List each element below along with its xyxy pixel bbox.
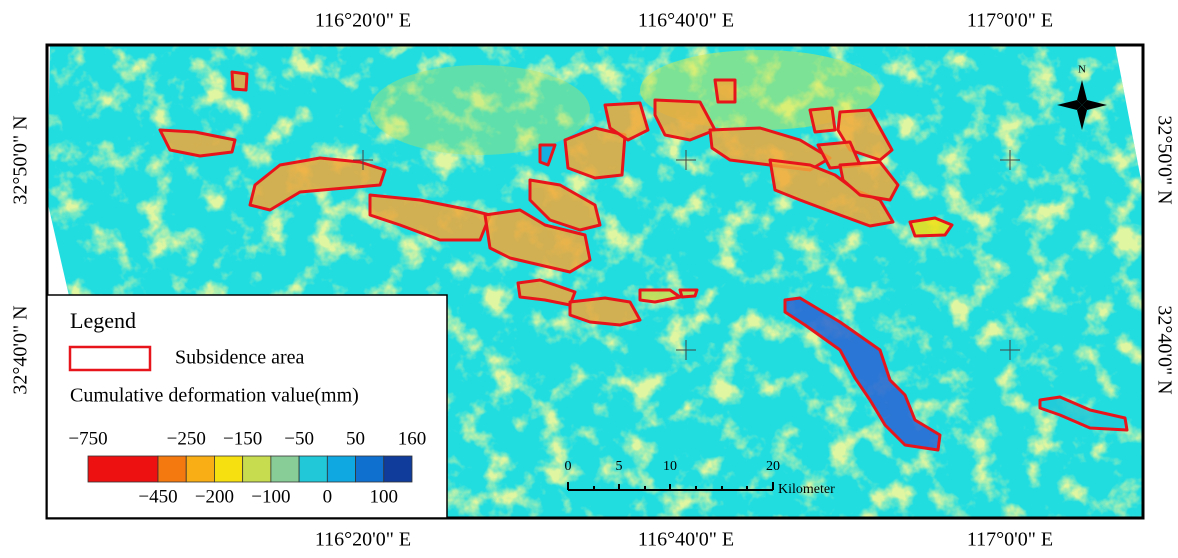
scale-tick-label: 5 <box>616 459 623 474</box>
colorbar-swatch <box>186 456 214 482</box>
colorbar-swatch <box>158 456 186 482</box>
colorbar-swatch <box>384 456 412 482</box>
colorbar-swatch <box>327 456 355 482</box>
colorbar-swatch <box>88 456 158 482</box>
colorbar-label: −200 <box>195 486 234 507</box>
longitude-label: 116°20'0" E <box>315 529 411 551</box>
longitude-label: 117°0'0" E <box>967 529 1053 551</box>
colorbar-label: 100 <box>370 486 399 507</box>
colorbar-label: 160 <box>398 428 427 449</box>
colorbar-swatch <box>271 456 299 482</box>
colorbar-swatch <box>214 456 242 482</box>
scale-tick-label: 10 <box>663 459 677 474</box>
colorbar-swatch <box>356 456 384 482</box>
legend-label: Subsidence area <box>175 347 305 369</box>
colorbar-swatch <box>299 456 327 482</box>
colorbar-label: −750 <box>68 428 107 449</box>
colorbar-swatch <box>243 456 271 482</box>
colorbar-label: −50 <box>284 428 314 449</box>
colorbar-label: 50 <box>346 428 365 449</box>
colorbar-label: 0 <box>323 486 333 507</box>
latitude-label: 32°50'0" N <box>1153 115 1175 204</box>
colorbar-label: −450 <box>138 486 177 507</box>
longitude-label: 116°20'0" E <box>315 10 411 32</box>
scale-tick-label: 0 <box>565 459 572 474</box>
north-label: N <box>1078 64 1086 76</box>
longitude-label: 117°0'0" E <box>967 10 1053 32</box>
colorbar-label: −250 <box>167 428 206 449</box>
longitude-label: 116°40'0" E <box>638 529 734 551</box>
scale-tick-label: 20 <box>766 459 780 474</box>
legend-title: Legend <box>70 308 136 333</box>
colorbar-title: Cumulative deformation value(mm) <box>70 385 359 407</box>
colorbar-label: −150 <box>223 428 262 449</box>
latitude-label: 32°40'0" N <box>10 305 32 394</box>
latitude-label: 32°50'0" N <box>10 115 32 204</box>
latitude-label: 32°40'0" N <box>1153 305 1175 394</box>
legend: Legend Subsidence area Cumulative deform… <box>47 295 447 518</box>
longitude-label: 116°40'0" E <box>638 10 734 32</box>
scale-unit: Kilometer <box>778 482 835 497</box>
colorbar-label: −100 <box>251 486 290 507</box>
map-figure: 116°20'0" E 116°40'0" E 117°0'0" E 116°2… <box>0 0 1178 558</box>
